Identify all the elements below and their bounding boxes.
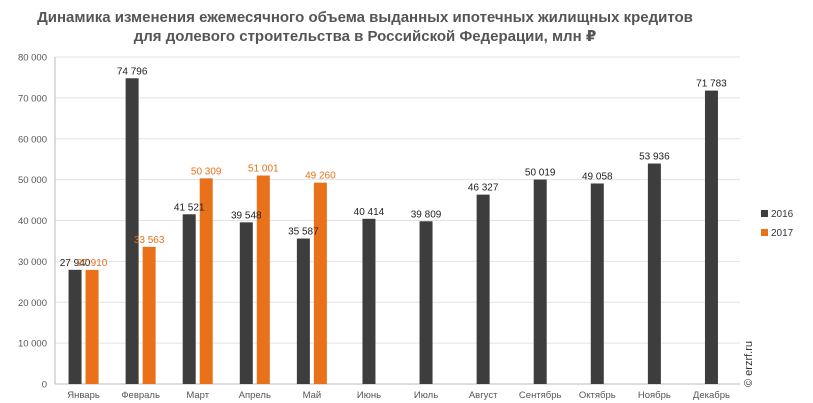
bar-2016: [533, 179, 547, 384]
bar-2017: [142, 246, 156, 384]
data-label-2016: 46 327: [468, 183, 499, 194]
y-tick-label: 40 000: [18, 216, 47, 227]
y-tick-label: 20 000: [18, 298, 47, 309]
x-tick-label: Сентябрь: [519, 390, 562, 401]
bar-2016: [362, 218, 376, 384]
data-label-2016: 27 940: [60, 258, 91, 269]
data-label-2016: 39 548: [231, 210, 262, 221]
data-label-2016: 71 783: [696, 79, 727, 90]
x-tick-label: Ноябрь: [638, 390, 671, 401]
legend-label-2017: 2017: [771, 228, 794, 239]
chart-title-line1: Динамика изменения ежемесячного объема в…: [37, 9, 693, 26]
data-label-2016: 74 796: [117, 66, 148, 77]
x-tick-label: Май: [303, 390, 322, 401]
chart-title: Динамика изменения ежемесячного объема в…: [0, 8, 730, 46]
bars: [68, 78, 718, 385]
bar-2016: [182, 214, 196, 384]
y-tick-label: 10 000: [18, 339, 47, 350]
data-label-2016: 50 019: [525, 168, 556, 179]
chart-title-line2: для долевого строительства в Российской …: [133, 28, 597, 45]
bar-2017: [199, 178, 213, 384]
x-tick-label: Апрель: [239, 390, 271, 401]
data-label-2017: 33 563: [134, 235, 165, 246]
y-tick-label: 70 000: [18, 93, 47, 104]
legend-label-2016: 2016: [771, 209, 794, 220]
data-label-2016: 39 809: [411, 209, 442, 220]
legend-swatch-2017: [761, 229, 768, 236]
bar-2016: [590, 183, 604, 384]
bar-2016: [239, 222, 253, 384]
legend-swatch-2016: [761, 210, 768, 217]
data-label-2017: 51 001: [248, 164, 279, 175]
gridlines: [55, 56, 740, 385]
x-tick-label: Июнь: [357, 390, 381, 401]
x-tick-label: Март: [186, 390, 209, 401]
bar-2016: [296, 238, 310, 384]
data-label-2016: 40 414: [354, 207, 385, 218]
x-tick-label: Февраль: [121, 390, 160, 401]
data-label-2017: 27 910: [77, 258, 108, 269]
x-tick-label: Январь: [67, 390, 100, 401]
data-label-2016: 53 936: [639, 152, 670, 163]
legend: 2016 2017: [761, 209, 794, 239]
data-label-2017: 49 260: [305, 171, 336, 182]
y-tick-label: 0: [42, 380, 47, 391]
axes: 0 10 000 20 000 30 000 40 000 50 000 60 000 70 …: [18, 53, 730, 402]
data-label-2017: 50 309: [191, 166, 222, 177]
x-tick-label: Декабрь: [693, 390, 730, 401]
data-label-2016: 41 521: [174, 202, 205, 213]
bar-2016: [419, 221, 433, 384]
bar-2017: [85, 269, 99, 384]
bar-2016: [476, 194, 490, 384]
y-tick-label: 30 000: [18, 257, 47, 268]
x-tick-label: Июль: [414, 390, 438, 401]
bar-2016: [647, 163, 661, 384]
bar-2016: [125, 78, 139, 384]
watermark-text: © erzrf.ru: [743, 341, 755, 387]
data-label-2016: 49 058: [582, 171, 613, 182]
bar-2016: [704, 90, 718, 385]
bar-2017: [256, 175, 270, 384]
y-tick-label: 60 000: [18, 134, 47, 145]
data-label-2016: 35 587: [288, 227, 319, 238]
x-tick-label: Август: [469, 390, 498, 401]
y-tick-label: 80 000: [18, 53, 47, 64]
x-tick-label: Октябрь: [579, 390, 616, 401]
bar-2017: [313, 182, 327, 384]
y-tick-label: 50 000: [18, 175, 47, 186]
bar-2016: [68, 269, 82, 384]
